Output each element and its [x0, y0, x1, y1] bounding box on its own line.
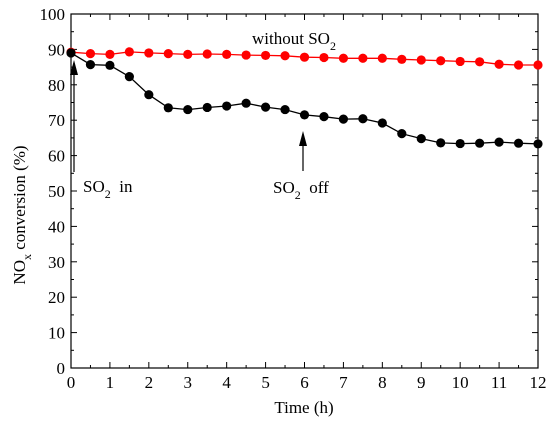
data-point	[494, 59, 504, 69]
data-point	[319, 112, 329, 122]
x-tick-label: 9	[417, 373, 426, 392]
data-point	[513, 138, 524, 148]
data-point	[358, 114, 368, 124]
data-point	[397, 54, 407, 64]
series-0	[66, 47, 543, 70]
x-tick-label: 11	[491, 373, 507, 392]
x-tick-label: 4	[222, 373, 231, 392]
annotation-so2-in: SO2 in	[83, 177, 133, 201]
y-tick-label: 80	[48, 76, 65, 95]
x-tick-label: 6	[300, 373, 309, 392]
data-point	[202, 49, 212, 59]
x-tick-label: 10	[452, 373, 469, 392]
y-tick-label: 10	[48, 324, 65, 343]
series-1	[66, 48, 543, 149]
data-point	[124, 47, 134, 57]
y-tick-label: 60	[48, 147, 65, 166]
data-point	[183, 104, 193, 115]
y-tick-label: 90	[48, 40, 65, 59]
x-tick-label: 7	[339, 373, 348, 392]
data-point	[144, 48, 154, 58]
x-tick-label: 8	[378, 373, 387, 392]
data-point	[85, 49, 96, 59]
x-tick-label: 3	[184, 373, 193, 392]
data-point	[377, 53, 387, 63]
data-point	[85, 60, 96, 70]
data-point	[163, 103, 173, 113]
data-point	[241, 98, 251, 108]
data-point	[222, 49, 232, 59]
y-tick-label: 0	[57, 359, 66, 378]
annotation-without-so2: without SO2	[252, 29, 336, 53]
data-point	[105, 60, 115, 70]
y-tick-label: 50	[48, 182, 65, 201]
data-point	[475, 57, 485, 67]
data-point	[358, 53, 368, 63]
y-tick-label: 30	[48, 253, 65, 272]
data-point	[416, 55, 426, 65]
so2-off-arrow-head	[299, 131, 307, 146]
data-point	[377, 118, 387, 128]
data-point	[416, 134, 426, 144]
data-point	[241, 50, 251, 60]
data-point	[260, 102, 271, 112]
y-tick-label: 40	[48, 217, 65, 236]
data-point	[124, 72, 134, 82]
data-point	[280, 51, 290, 61]
data-point	[105, 49, 115, 59]
data-point	[202, 102, 212, 113]
y-tick-label: 100	[40, 5, 66, 24]
series-line	[70, 52, 539, 145]
data-point	[455, 138, 465, 149]
data-point	[475, 138, 485, 148]
y-tick-label: 70	[48, 111, 65, 130]
data-point	[338, 114, 349, 124]
data-point	[533, 60, 543, 70]
data-point	[280, 104, 290, 115]
x-tick-label: 12	[530, 373, 547, 392]
data-point	[513, 60, 524, 70]
x-axis-label: Time (h)	[274, 398, 333, 417]
x-tick-label: 2	[145, 373, 154, 392]
data-point	[533, 139, 543, 149]
series-layer	[66, 47, 543, 149]
y-axis-label: NOx conversion (%)	[10, 145, 34, 284]
data-point	[436, 56, 446, 66]
data-point	[163, 49, 173, 59]
x-tick-label: 1	[106, 373, 115, 392]
data-point	[66, 48, 76, 58]
data-point	[319, 52, 329, 63]
data-point	[183, 49, 193, 59]
data-point	[299, 52, 310, 62]
data-point	[397, 129, 407, 139]
x-tick-label: 0	[67, 373, 76, 392]
data-point	[260, 50, 271, 61]
data-point	[299, 110, 310, 120]
annotation-so2-off: SO2 off	[273, 178, 329, 202]
data-point	[494, 137, 504, 147]
data-point	[436, 138, 446, 148]
data-point	[338, 53, 349, 63]
data-point	[144, 90, 154, 100]
data-point	[455, 56, 465, 67]
y-tick-label: 20	[48, 288, 65, 307]
x-tick-label: 5	[261, 373, 270, 392]
so2-in-arrow-head	[70, 60, 78, 75]
data-point	[222, 101, 232, 111]
